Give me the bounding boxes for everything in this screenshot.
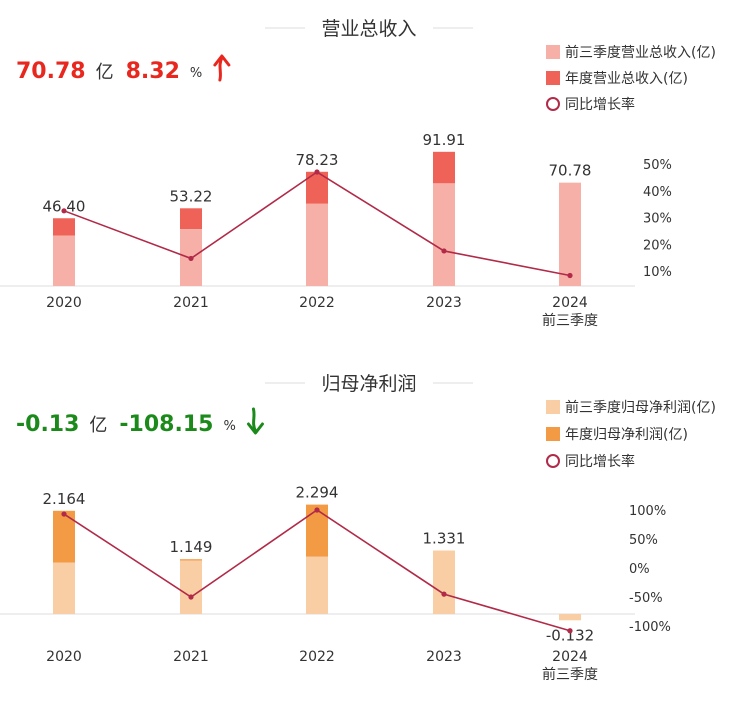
x-tick-label: 2023 [426, 295, 462, 311]
right-tick-label: 100% [629, 504, 666, 519]
growth-point [314, 169, 320, 175]
data-label: -0.132 [546, 626, 594, 644]
headline-growth: 8.32 [126, 59, 180, 84]
data-label: 2.164 [43, 490, 86, 508]
legend-line-marker [546, 97, 560, 111]
chart-1: 营业总收入 70.78 亿 8.32 % 前三季度营业总收入(亿) 年度营业总收入(亿) 同比… [0, 18, 716, 329]
chart-title: 营业总收入 [321, 18, 416, 40]
legend-swatch [546, 400, 560, 414]
data-label: 46.40 [43, 197, 86, 215]
headline-value: 70.78 [16, 59, 86, 84]
headline: 70.78 亿 8.32% [16, 54, 231, 84]
growth-point [441, 591, 447, 597]
legend-item: 同比增长率 [546, 96, 635, 113]
right-tick-label: -50% [629, 591, 663, 606]
x-tick-label: 2024 [552, 649, 588, 665]
legend-item: 年度营业总收入(亿) [546, 71, 688, 87]
right-tick-label: 50% [629, 533, 658, 548]
bar-q3 [306, 203, 328, 286]
bar-q3 [433, 550, 455, 614]
bar-annual [306, 171, 328, 204]
legend-swatch [546, 71, 560, 85]
headline-growth-unit: % [223, 419, 235, 434]
right-tick-label: 40% [643, 185, 672, 200]
legend-label: 前三季度归母净利润(亿) [565, 399, 716, 416]
x-tick-label: 2022 [299, 649, 335, 665]
right-tick-label: -100% [629, 620, 671, 635]
data-label: 70.78 [549, 162, 592, 180]
x-tick-label: 2021 [173, 649, 209, 665]
x-tick-label: 2022 [299, 295, 335, 311]
growth-point [441, 248, 447, 254]
headline: -0.13 亿 -108.15% [16, 407, 264, 437]
headline-growth-unit: % [190, 66, 202, 81]
bar-annual [433, 151, 455, 184]
legend-swatch [546, 45, 560, 59]
right-tick-label: 30% [643, 212, 672, 227]
growth-point [61, 511, 67, 517]
bar-q3 [433, 183, 455, 286]
legend: 前三季度归母净利润(亿) 年度归母净利润(亿) 同比增长率 [546, 399, 716, 470]
bar-q3 [53, 562, 75, 614]
legend-item: 前三季度归母净利润(亿) [546, 399, 716, 416]
right-tick-label: 0% [629, 562, 650, 577]
x-tick-label: 2020 [46, 649, 82, 665]
legend-label: 同比增长率 [565, 96, 635, 113]
chart-title: 归母净利润 [321, 373, 416, 395]
data-label: 1.331 [423, 530, 466, 548]
bar-q3 [559, 182, 581, 286]
growth-point [314, 507, 320, 513]
arrow-down-icon [246, 407, 264, 435]
data-label: 2.294 [296, 484, 339, 502]
bar-annual [53, 218, 75, 236]
right-tick-label: 50% [643, 158, 672, 173]
x-tick-sublabel: 前三季度 [542, 666, 598, 683]
bar-q3 [559, 614, 581, 621]
x-tick-label: 2023 [426, 649, 462, 665]
data-label: 91.91 [423, 131, 466, 149]
legend-label: 年度营业总收入(亿) [565, 71, 688, 87]
chart-2: 归母净利润 -0.13 亿 -108.15 % 前三季度归母净利润(亿) 年度归母净利润(亿… [0, 373, 716, 683]
bar-annual [180, 208, 202, 230]
legend-line-marker [546, 454, 560, 468]
legend-item: 前三季度营业总收入(亿) [546, 44, 716, 61]
headline-value: -0.13 [16, 412, 79, 437]
data-label: 53.22 [170, 187, 213, 205]
growth-point [567, 628, 573, 634]
arrow-up-icon [213, 54, 231, 82]
legend-item: 年度归母净利润(亿) [546, 426, 688, 443]
legend-item: 同比增长率 [546, 453, 635, 470]
legend-label: 前三季度营业总收入(亿) [565, 44, 716, 61]
legend: 前三季度营业总收入(亿) 年度营业总收入(亿) 同比增长率 [546, 44, 716, 113]
legend-swatch [546, 427, 560, 441]
headline-value-unit: 亿 [96, 62, 114, 83]
bar-q3 [180, 560, 202, 614]
growth-point [188, 255, 194, 262]
x-tick-label: 2021 [173, 295, 209, 311]
data-label: 78.23 [296, 151, 339, 169]
growth-point [567, 272, 573, 279]
x-tick-label: 2024 [552, 295, 588, 311]
right-tick-label: 10% [643, 265, 672, 280]
growth-point [61, 208, 67, 214]
headline-growth: -108.15 [119, 412, 213, 437]
x-tick-sublabel: 前三季度 [542, 312, 598, 329]
x-tick-label: 2020 [46, 295, 82, 311]
legend-label: 同比增长率 [565, 453, 635, 470]
bar-q3 [53, 235, 75, 286]
headline-value-unit: 亿 [89, 415, 107, 436]
legend-label: 年度归母净利润(亿) [565, 426, 688, 443]
bar-q3 [306, 556, 328, 614]
bar-annual [306, 504, 328, 557]
bar-annual [180, 559, 202, 561]
bar-annual [53, 510, 75, 563]
data-label: 1.149 [170, 538, 213, 556]
right-tick-label: 20% [643, 238, 672, 253]
growth-point [188, 594, 194, 600]
